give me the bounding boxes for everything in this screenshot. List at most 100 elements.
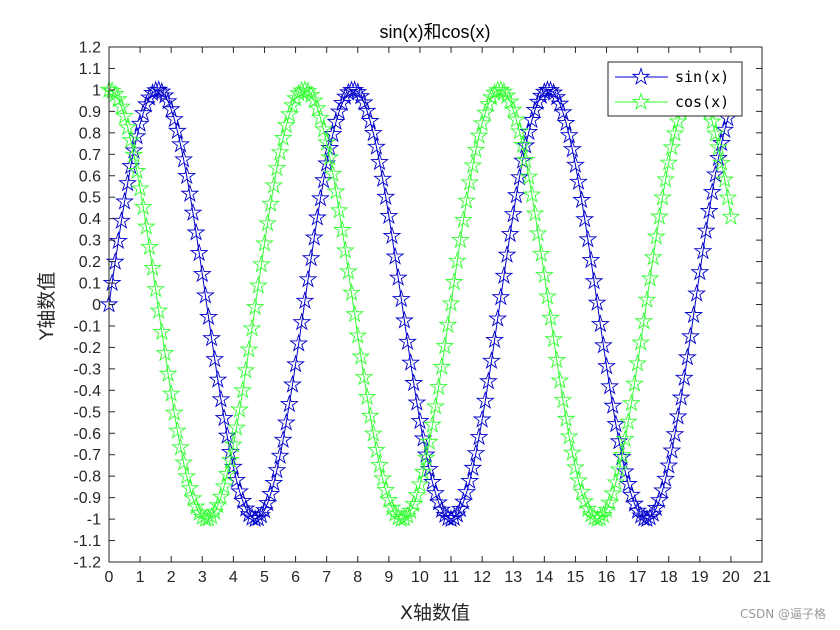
- data-point-sin: [509, 167, 529, 186]
- data-point-sin: [133, 103, 153, 122]
- data-point-sin: [261, 484, 281, 503]
- data-point-sin: [360, 111, 380, 130]
- x-tick-label: 5: [260, 569, 269, 586]
- data-point-cos: [562, 442, 582, 461]
- data-point-sin: [230, 481, 250, 500]
- data-point-cos: [342, 282, 362, 301]
- y-tick-label: 0.8: [79, 125, 101, 142]
- data-point-cos: [482, 87, 501, 106]
- data-point-cos: [618, 411, 638, 430]
- data-point-cos: [634, 311, 654, 330]
- plot-background: [109, 47, 762, 562]
- data-point-sin: [429, 492, 449, 511]
- x-tick-label: 14: [535, 569, 553, 586]
- y-tick-label: 1.1: [79, 61, 101, 78]
- data-point-sin: [528, 92, 548, 111]
- data-point-cos: [454, 210, 473, 229]
- data-point-sin: [171, 134, 190, 153]
- data-point-sin: [317, 153, 337, 172]
- data-point-sin: [494, 265, 514, 284]
- data-point-sin: [276, 412, 296, 431]
- data-point-sin: [575, 209, 595, 228]
- data-point-sin: [677, 347, 697, 366]
- data-point-cos: [705, 123, 725, 142]
- data-point-cos: [404, 494, 424, 513]
- data-point-cos: [457, 190, 477, 209]
- data-point-cos: [469, 125, 489, 144]
- data-point-sin: [388, 267, 408, 286]
- legend-box: [607, 61, 743, 117]
- data-point-sin: [146, 80, 166, 99]
- data-point-cos: [712, 152, 732, 172]
- y-tick-label: -0.4: [73, 383, 101, 400]
- data-point-sin: [320, 138, 340, 157]
- data-point-sin: [295, 290, 315, 309]
- data-point-cos: [357, 387, 377, 406]
- data-point-sin: [559, 125, 579, 144]
- data-point-cos: [519, 166, 539, 185]
- data-point-cos: [590, 508, 610, 527]
- data-point-sin: [410, 411, 430, 430]
- data-point-cos: [593, 505, 613, 524]
- data-point-cos: [475, 102, 495, 121]
- data-point-cos: [245, 297, 265, 316]
- data-point-sin: [625, 493, 644, 512]
- data-point-cos: [565, 457, 585, 476]
- data-point-cos: [537, 286, 557, 305]
- y-tick-label: -0.3: [73, 361, 101, 378]
- data-point-sin: [708, 148, 728, 167]
- data-point-sin: [475, 391, 495, 410]
- data-point-sin: [550, 93, 570, 112]
- x-tick-label: 12: [473, 569, 491, 586]
- data-point-sin: [603, 395, 623, 414]
- data-point-cos: [376, 480, 396, 499]
- data-point-cos: [450, 230, 470, 249]
- data-point-cos: [279, 104, 299, 123]
- data-point-cos: [230, 399, 250, 418]
- y-tick-label: -1.2: [73, 555, 101, 572]
- data-point-cos: [544, 329, 564, 348]
- data-point-sin: [227, 470, 246, 489]
- data-point-sin: [363, 123, 383, 142]
- data-point-cos: [348, 325, 368, 344]
- data-point-sin: [447, 504, 467, 523]
- data-point-sin: [590, 314, 610, 333]
- data-point-sin: [282, 374, 302, 393]
- x-tick-label: 17: [629, 569, 647, 586]
- data-point-sin: [472, 409, 492, 428]
- y-tick-label: -1: [87, 512, 101, 529]
- y-tick-label: -0.6: [73, 426, 101, 443]
- data-point-cos: [444, 272, 464, 291]
- y-tick-label: -1.1: [73, 533, 101, 550]
- data-point-cos: [466, 139, 486, 158]
- data-point-sin: [693, 241, 713, 260]
- y-tick-label: -0.2: [73, 340, 101, 357]
- data-point-cos: [525, 203, 545, 222]
- data-point-sin: [491, 287, 511, 306]
- data-point-cos: [251, 254, 271, 273]
- data-point-sin: [174, 149, 194, 168]
- data-point-sin: [562, 139, 582, 158]
- data-point-sin: [503, 204, 523, 223]
- y-tick-label: 1.2: [79, 40, 101, 57]
- data-point-sin: [205, 349, 225, 368]
- data-point-sin: [522, 110, 542, 129]
- data-point-sin: [391, 289, 411, 308]
- data-point-sin: [301, 248, 321, 267]
- data-point-cos: [556, 409, 576, 428]
- data-point-cos: [628, 353, 648, 372]
- data-point-sin: [662, 440, 682, 459]
- data-point-cos: [665, 123, 685, 142]
- data-point-cos: [656, 169, 676, 188]
- data-point-cos: [668, 111, 688, 130]
- data-point-cos: [264, 175, 284, 194]
- data-point-cos: [273, 128, 293, 147]
- data-point-sin: [202, 328, 222, 347]
- data-point-sin: [569, 171, 589, 190]
- data-point-cos: [662, 137, 682, 156]
- data-point-cos: [603, 483, 623, 502]
- data-point-cos: [227, 417, 246, 436]
- data-point-cos: [115, 106, 135, 125]
- data-point-sin: [314, 170, 334, 189]
- data-point-cos: [171, 437, 190, 456]
